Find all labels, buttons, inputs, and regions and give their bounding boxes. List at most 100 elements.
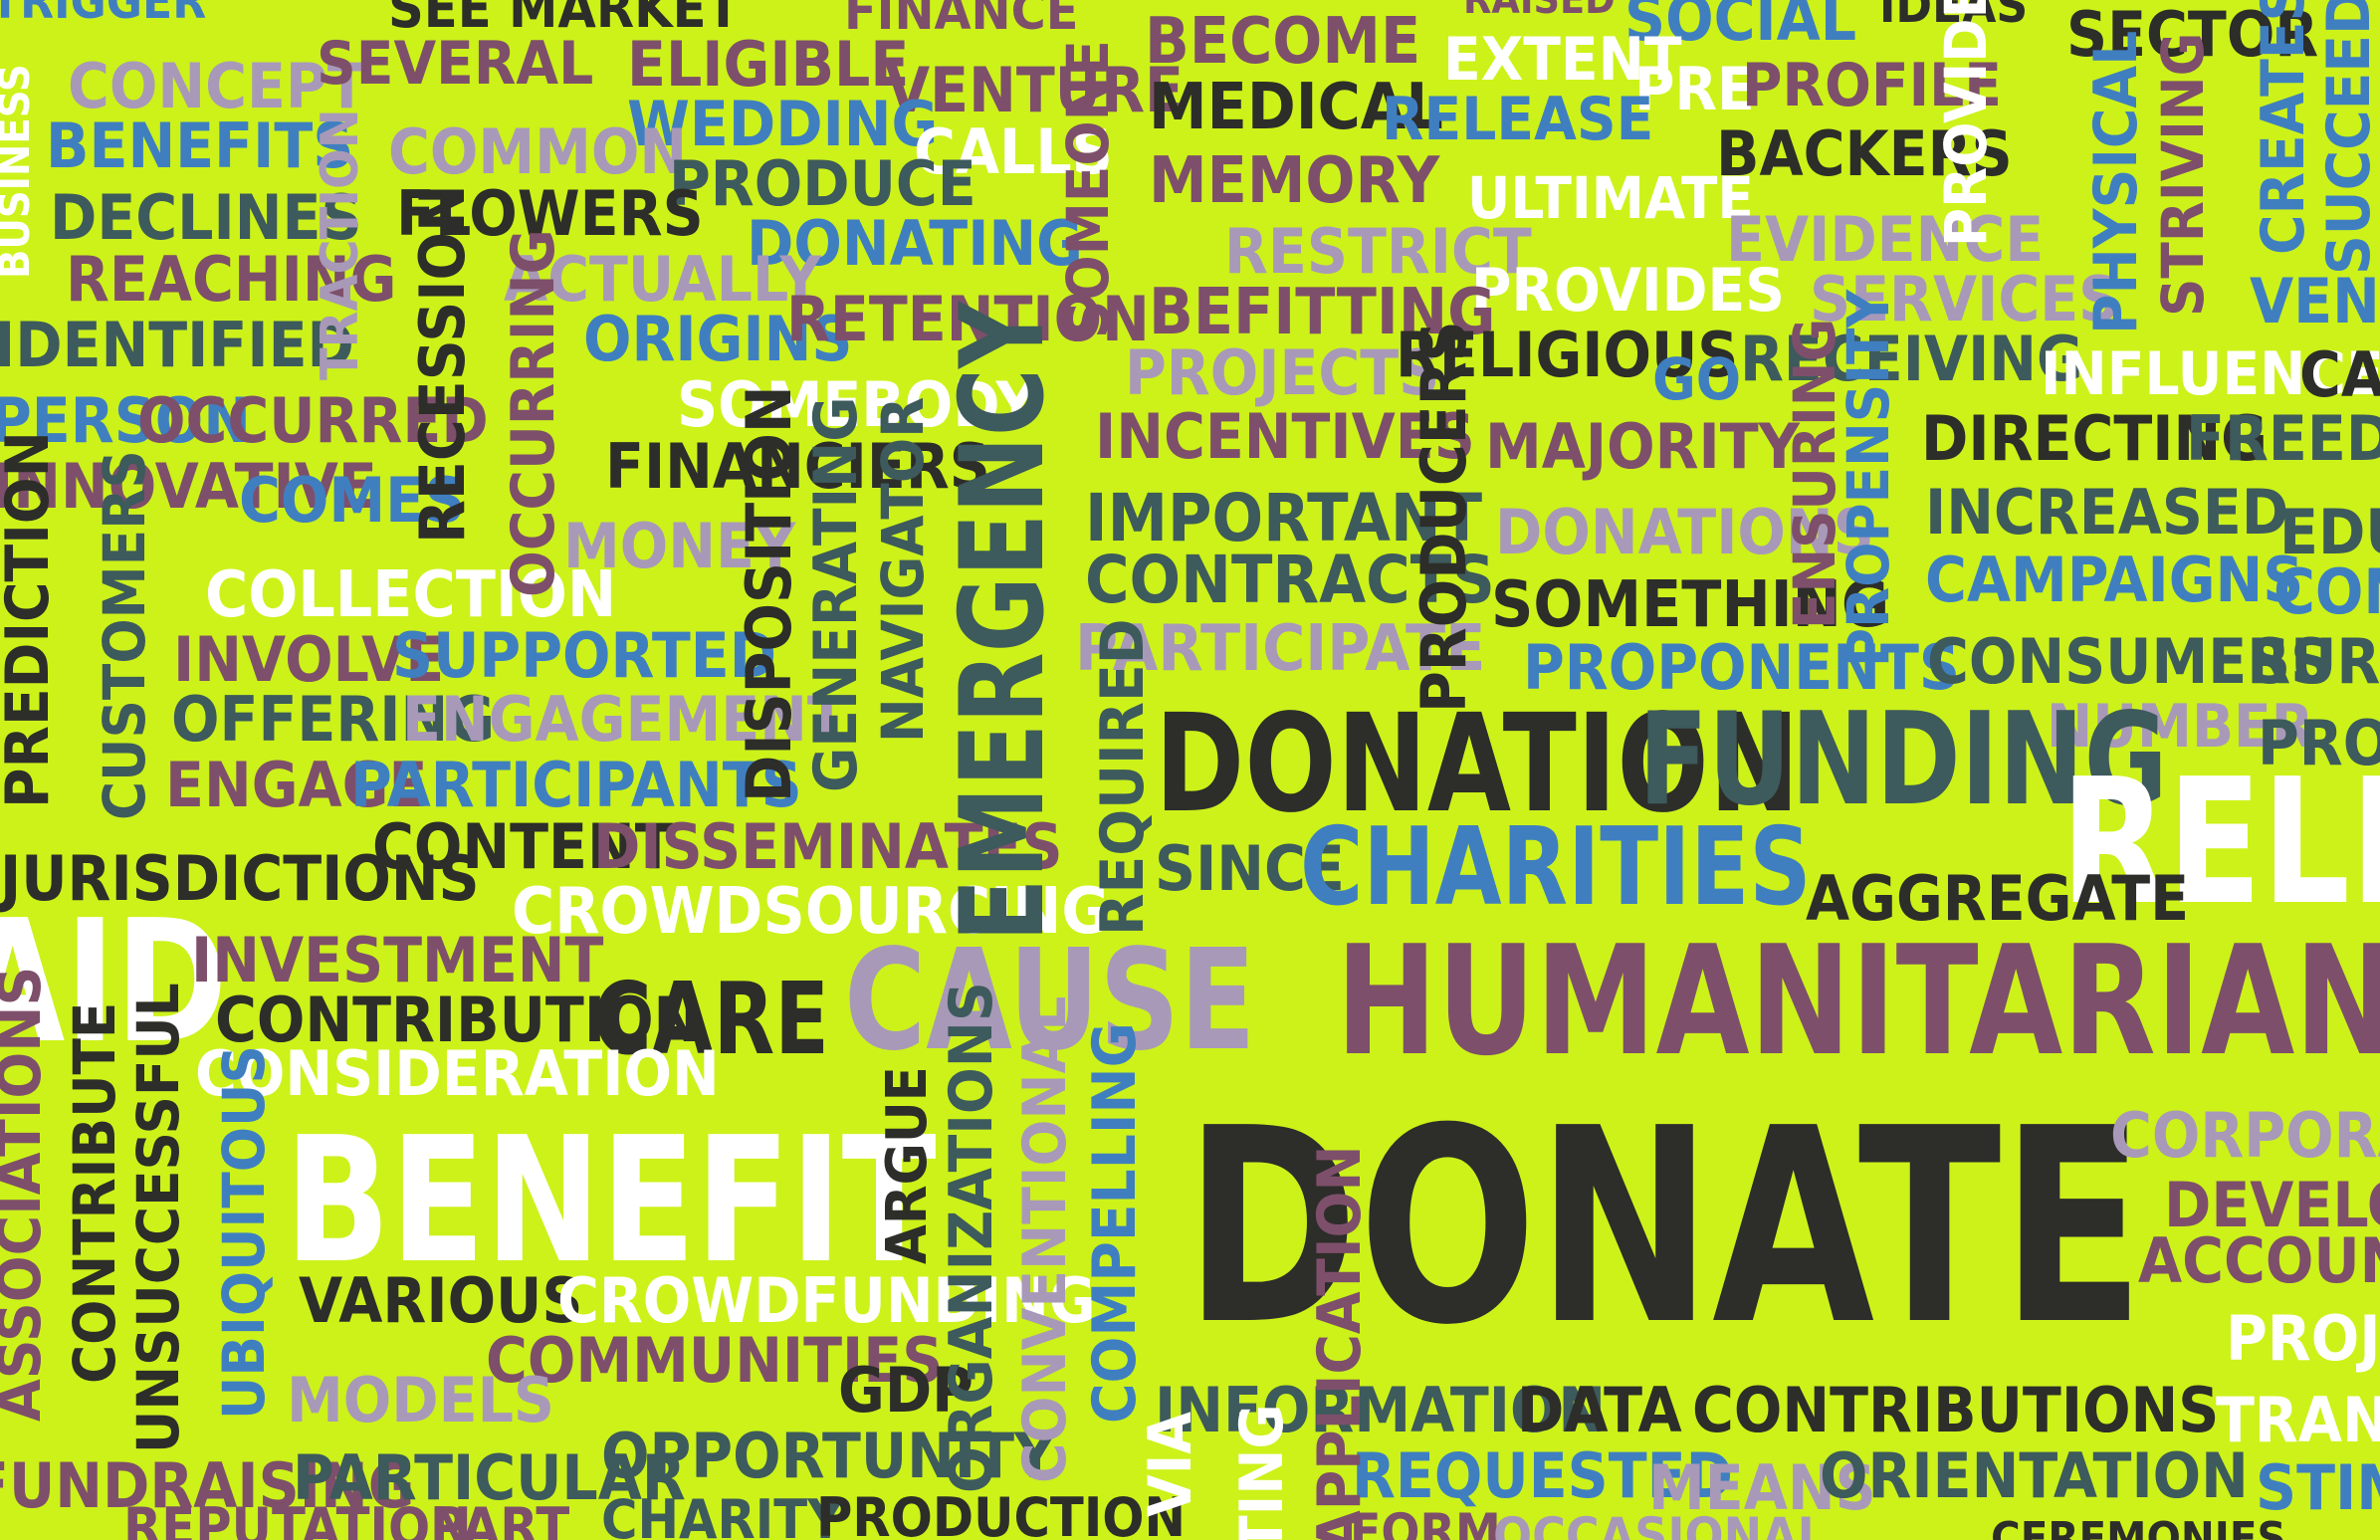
word-producers: PRODUCERS xyxy=(1407,321,1480,713)
word-jurisdictions: JURISDICTIONS xyxy=(0,842,480,915)
word-participate: PARTICIPATE xyxy=(1075,612,1486,686)
word-venture: VENTURE xyxy=(2250,265,2380,337)
word-pre: PRE xyxy=(1634,55,1755,124)
word-money: MONEY xyxy=(563,510,796,582)
word-means: MEANS xyxy=(1648,1451,1876,1524)
word-data: DATA xyxy=(1517,1374,1682,1446)
word-memory: MEMORY xyxy=(1149,144,1440,218)
word-crowdfunding: CROWDFUNDING xyxy=(557,1264,1096,1337)
word-raised: RAISED xyxy=(1463,0,1616,23)
word-part: PART xyxy=(430,1496,570,1540)
word-propensity: PROPENSITY xyxy=(1835,289,1902,667)
word-educ: EDUC xyxy=(2279,496,2380,568)
word-collection: COLLECTION xyxy=(205,558,617,632)
word-prom: PROM xyxy=(2258,707,2380,779)
word-occurred: OCCURRED xyxy=(137,384,489,457)
word-required: REQUIRED xyxy=(1088,618,1158,936)
word-someone: SOMEONE xyxy=(1054,40,1122,339)
word-projects: PROJECTS xyxy=(1125,336,1440,409)
word-ultimate: ULTIMATE xyxy=(1467,164,1754,232)
word-unsuccessful: UNSUCCESSFUL xyxy=(124,983,192,1453)
word-contribution: CONTRIBUTION xyxy=(215,984,702,1056)
word-associations: ASSOCIATIONS xyxy=(0,966,55,1422)
word-contracts: CONTRACTS xyxy=(1085,542,1495,618)
word-orientation: ORIENTATION xyxy=(1820,1439,2249,1512)
word-cause: CAUSE xyxy=(844,920,1256,1082)
word-financiers: FINANCIERS xyxy=(605,430,990,503)
word-creates: CREATES xyxy=(2249,0,2318,255)
word-supported: SUPPORTED xyxy=(392,619,777,692)
word-person: PERSON xyxy=(0,384,252,457)
word-charity: CHARITY xyxy=(601,1488,844,1540)
word-fundraising: FUNDRAISING xyxy=(0,1449,415,1522)
word-contribute: CONTRIBUTE xyxy=(61,1001,128,1384)
word-innovative: INNOVATIVE xyxy=(0,450,377,523)
word-communities: COMMUNITIES xyxy=(486,1324,944,1397)
word-important: IMPORTANT xyxy=(1085,480,1483,556)
word-participants: PARTICIPANTS xyxy=(350,749,802,821)
word-opportunity: OPPORTUNITY xyxy=(601,1420,1056,1492)
word-origins: ORIGINS xyxy=(583,303,853,375)
word-contributions: CONTRIBUTIONS xyxy=(1692,1374,2220,1446)
word-declines: DECLINES xyxy=(50,181,362,254)
word-retention: RETENTION xyxy=(786,283,1150,355)
word-influence: INFLUENCE xyxy=(2041,339,2380,409)
word-benefit: BENEFIT xyxy=(285,1100,937,1302)
word-donating: DONATING xyxy=(747,207,1083,280)
word-engagement: ENGAGEMENT xyxy=(402,683,846,756)
word-argue: ARGUE xyxy=(875,1066,940,1264)
word-backers: BACKERS xyxy=(1716,117,2013,190)
word-navigator: NAVIGATOR xyxy=(869,396,937,743)
word-majority: MAJORITY xyxy=(1485,410,1800,483)
word-prediction: PREDICTION xyxy=(0,431,63,808)
word-wedding: WEDDING xyxy=(627,88,939,160)
word-somebody: SOMEBODY xyxy=(677,368,1037,441)
word-increased: INCREASED xyxy=(1925,476,2289,549)
word-become: BECOME xyxy=(1145,5,1421,79)
word-calls: CALLS xyxy=(914,115,1113,188)
word-several: SEVERAL xyxy=(317,29,594,99)
word-trigger: TRIGGER xyxy=(0,0,207,30)
word-receiving: RECEIVING xyxy=(1740,323,2083,395)
word-consumers: CONSUMERS xyxy=(1927,625,2332,698)
word-customers: CUSTOMERS xyxy=(91,450,158,820)
word-involve: INVOLVE xyxy=(173,623,445,696)
word-conventional: CONVENTIONAL xyxy=(1010,995,1080,1483)
word-sector: SECTOR xyxy=(2066,0,2319,71)
word-models: MODELS xyxy=(287,1364,554,1436)
word-release: RELEASE xyxy=(1382,85,1654,154)
word-car: CAR xyxy=(2299,338,2380,411)
word-services: SERVICES xyxy=(1810,263,2120,335)
word-business: BUSINESS xyxy=(0,64,39,279)
word-donations: DONATIONS xyxy=(1495,496,1874,568)
word-gdp: GDP xyxy=(838,1354,974,1427)
word-reli: RELI xyxy=(2060,742,2380,944)
word-since: SINCE xyxy=(1155,832,1345,905)
word-venture: VENTURE xyxy=(886,54,1184,126)
word-ceremonies: CEREMONIES xyxy=(1991,1513,2286,1540)
word-information: INFORMATION xyxy=(1155,1374,1607,1446)
word-funding: FUNDING xyxy=(1638,686,2168,834)
word-physical: PHYSICAL xyxy=(2081,30,2151,335)
word-proponents: PROPONENTS xyxy=(1523,631,1960,704)
word-provide: PROVIDE xyxy=(1932,0,2000,247)
word-ubiquitous: UBIQUITOUS xyxy=(210,1045,278,1420)
word-emergency: EMERGENCY xyxy=(936,301,1070,942)
word-incentives: INCENTIVES xyxy=(1095,400,1475,473)
word-cons: CONS xyxy=(2273,555,2380,628)
word-restrict: RESTRICT xyxy=(1224,215,1532,288)
word-extent: EXTENT xyxy=(1443,25,1682,95)
word-engage: ENGAGE xyxy=(165,749,428,821)
word-religious: RELIGIOUS xyxy=(1396,319,1739,391)
word-compelling: COMPELLING xyxy=(1080,1022,1150,1424)
word-survi: SURVI xyxy=(2250,625,2380,698)
word-accounta: ACCOUNTA xyxy=(2138,1224,2380,1297)
word-stim: STIM xyxy=(2256,1451,2380,1524)
word-finance: FINANCE xyxy=(844,0,1079,42)
word-striving: STRIVING xyxy=(2149,32,2217,317)
word-care: CARE xyxy=(593,961,829,1077)
word-proje: PROJE xyxy=(2226,1302,2380,1375)
word-form: FORM xyxy=(1350,1503,1501,1540)
word-disposition: DISPOSITION xyxy=(733,385,805,802)
